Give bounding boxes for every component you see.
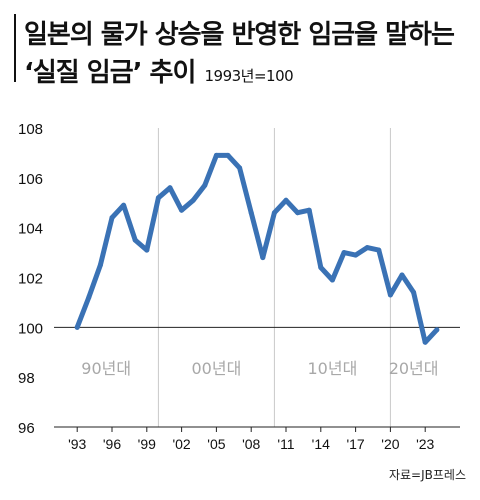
data-point xyxy=(109,215,115,221)
y-tick-label: 98 xyxy=(18,370,35,387)
data-point xyxy=(213,152,219,158)
x-tick-label: '17 xyxy=(346,436,364,452)
decade-label: 10년대 xyxy=(307,359,357,378)
data-point xyxy=(271,210,277,216)
chart-title-line2-main: ‘실질 임금’ 추이 xyxy=(24,58,196,88)
title-block: 일본의 물가 상승을 반영한 임금을 말하는 ‘실질 임금’ 추이 1993년=… xyxy=(0,0,480,100)
data-point xyxy=(376,247,382,253)
y-tick-label: 100 xyxy=(18,320,43,337)
y-tick-label: 108 xyxy=(18,121,43,138)
data-point xyxy=(434,327,440,333)
x-tick-label: '02 xyxy=(172,436,190,452)
data-point xyxy=(318,265,324,271)
data-point xyxy=(248,210,254,216)
data-point xyxy=(155,195,161,201)
data-point xyxy=(260,255,266,261)
data-point xyxy=(237,165,243,171)
decade-label: 90년대 xyxy=(81,359,131,378)
data-point xyxy=(121,202,127,208)
chart-title-line2: ‘실질 임금’ 추이 1993년=100 xyxy=(24,52,294,89)
x-tick-label: '96 xyxy=(103,436,121,452)
y-tick-label: 104 xyxy=(18,221,43,238)
data-point xyxy=(283,197,289,203)
data-point xyxy=(364,245,370,251)
data-point xyxy=(422,339,428,345)
data-point xyxy=(341,250,347,256)
x-tick-label: '14 xyxy=(312,436,330,452)
chart-base-note: 1993년=100 xyxy=(204,67,294,85)
chart-title-line1: 일본의 물가 상승을 반영한 임금을 말하는 xyxy=(24,20,455,50)
data-point xyxy=(329,277,335,283)
decade-label: 00년대 xyxy=(191,359,241,378)
data-point xyxy=(295,210,301,216)
x-tick-label: '05 xyxy=(207,436,225,452)
data-point xyxy=(132,237,138,243)
data-point xyxy=(167,185,173,191)
y-tick-label: 106 xyxy=(18,171,43,188)
data-point xyxy=(387,292,393,298)
data-point xyxy=(399,272,405,278)
x-tick-label: '20 xyxy=(381,436,399,452)
x-tick-label: '93 xyxy=(68,436,86,452)
source-note: 자료=JB프레스 xyxy=(388,468,466,482)
x-tick-label: '23 xyxy=(416,436,434,452)
data-point xyxy=(225,152,231,158)
data-point xyxy=(179,207,185,213)
data-point xyxy=(353,252,359,258)
data-point xyxy=(97,262,103,268)
x-tick-label: '08 xyxy=(242,436,260,452)
data-point xyxy=(144,247,150,253)
x-tick-label: '11 xyxy=(277,436,294,452)
data-point xyxy=(190,197,196,203)
data-point xyxy=(411,289,417,295)
decade-label: 20년대 xyxy=(389,359,439,378)
title-accent-bar xyxy=(14,14,16,82)
real-wage-series-line xyxy=(74,152,440,345)
y-tick-label: 102 xyxy=(18,271,43,288)
data-point xyxy=(74,324,80,330)
data-point xyxy=(86,294,92,300)
data-point xyxy=(306,207,312,213)
x-tick-label: '99 xyxy=(138,436,156,452)
y-tick-label: 96 xyxy=(18,420,35,437)
data-point xyxy=(202,182,208,188)
